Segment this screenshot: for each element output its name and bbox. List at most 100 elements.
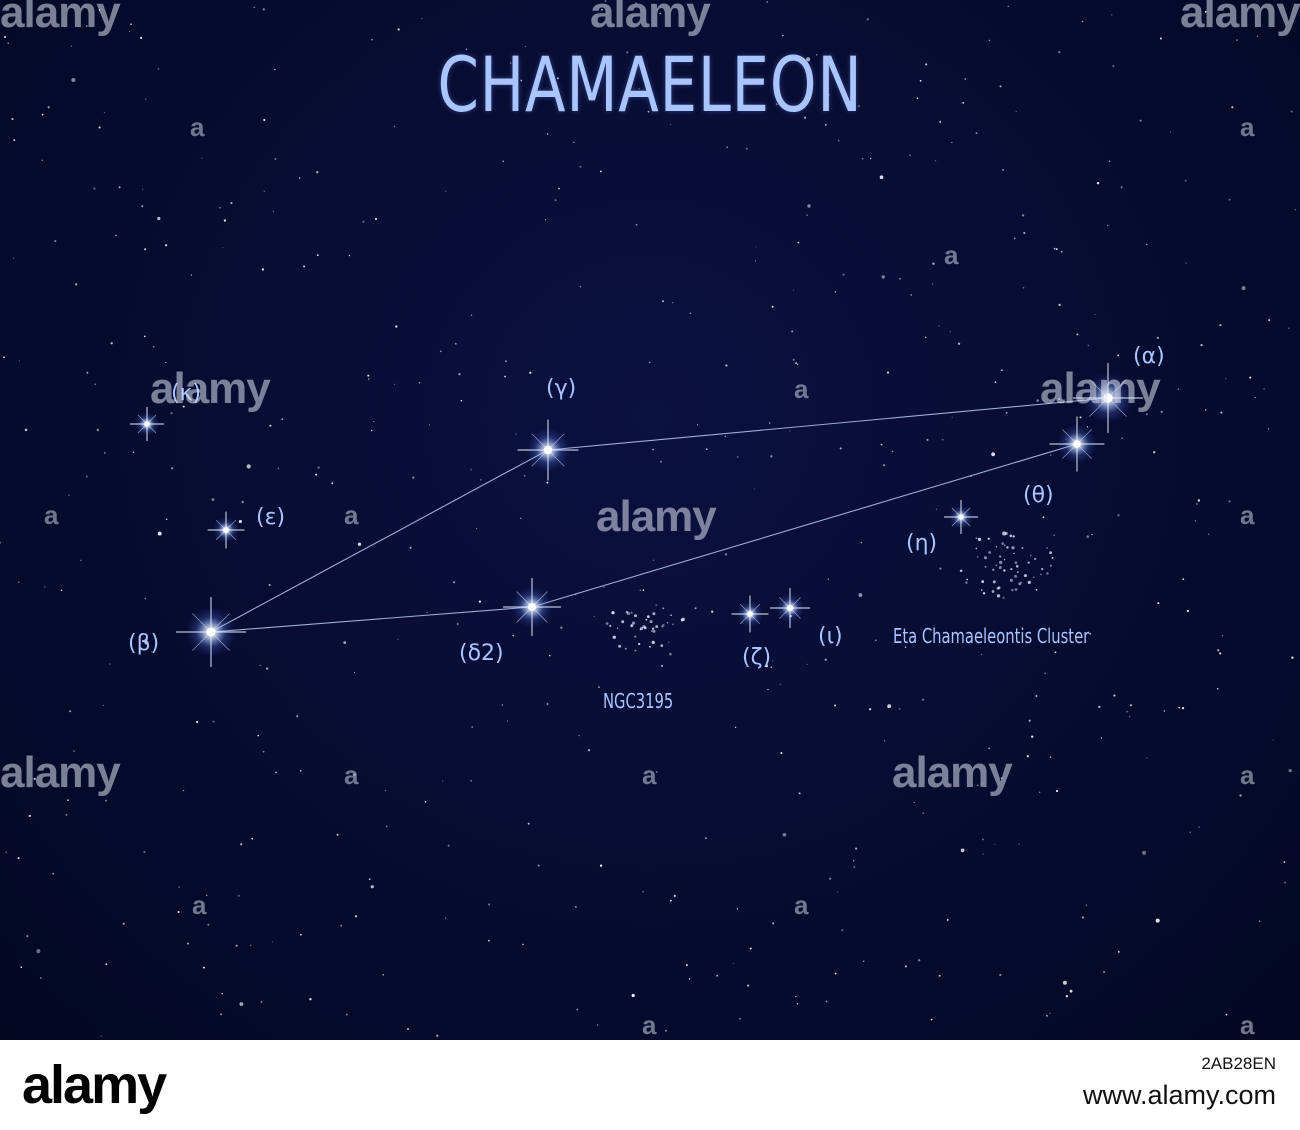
background-star <box>834 704 837 707</box>
background-star <box>934 160 937 162</box>
background-star <box>1170 131 1172 133</box>
background-star <box>1186 609 1189 613</box>
background-star <box>340 924 343 927</box>
background-star <box>456 622 459 626</box>
background-star <box>239 1002 244 1007</box>
background-star <box>631 993 635 998</box>
background-star <box>792 358 795 361</box>
background-star <box>506 720 509 722</box>
label-epsilon: (ε) <box>256 505 286 530</box>
background-star <box>745 147 748 150</box>
background-star <box>221 992 223 995</box>
background-star <box>71 77 76 83</box>
background-star <box>1049 1012 1051 1014</box>
background-star <box>93 187 96 190</box>
background-star <box>529 371 532 374</box>
background-star <box>1228 198 1231 201</box>
background-star <box>20 966 23 968</box>
background-star <box>26 934 29 938</box>
background-star <box>1000 777 1003 780</box>
background-star <box>129 30 131 32</box>
background-star <box>1108 160 1111 163</box>
background-star <box>397 28 400 31</box>
eta-cluster-star <box>976 556 979 558</box>
background-star <box>824 124 827 126</box>
background-star <box>157 531 162 536</box>
background-star <box>597 1024 599 1026</box>
background-star <box>510 62 512 64</box>
background-star <box>144 640 149 645</box>
background-star <box>353 773 356 776</box>
background-star <box>1197 499 1201 502</box>
watermark-mark: a <box>794 890 809 920</box>
background-star <box>1054 651 1057 654</box>
background-star <box>999 85 1002 88</box>
background-star <box>1129 704 1133 707</box>
eta-cluster-star <box>995 564 998 567</box>
background-star <box>222 247 224 249</box>
background-star <box>725 364 728 367</box>
star-alpha <box>1072 362 1144 434</box>
background-star <box>260 1001 263 1003</box>
background-star <box>958 342 961 345</box>
background-star <box>919 79 922 82</box>
background-star <box>274 68 276 71</box>
background-star <box>13 139 16 142</box>
background-star <box>951 416 953 418</box>
background-star <box>60 589 63 592</box>
background-star <box>593 616 595 618</box>
background-star <box>1081 916 1085 919</box>
background-star <box>842 273 845 276</box>
background-star <box>537 94 538 96</box>
background-star <box>1268 319 1271 322</box>
background-star <box>652 559 655 561</box>
eta-cluster-star <box>1013 552 1015 555</box>
eta-cluster-star <box>966 578 969 581</box>
ngc3195-cluster-star <box>634 649 637 652</box>
background-star <box>157 68 160 70</box>
background-star <box>960 848 965 853</box>
background-star <box>504 375 506 378</box>
background-star <box>141 205 144 208</box>
background-star <box>891 450 894 453</box>
background-star <box>771 305 774 308</box>
eta-cluster-star <box>984 556 987 560</box>
background-star <box>696 424 699 426</box>
background-star <box>272 941 274 943</box>
background-star <box>439 350 442 353</box>
ngc3195-cluster-star <box>666 621 669 624</box>
eta-cluster-star <box>1003 569 1006 572</box>
background-star <box>385 825 388 828</box>
background-star <box>157 216 161 221</box>
background-star <box>265 667 269 670</box>
background-star <box>797 241 800 244</box>
background-star <box>24 428 28 432</box>
background-star <box>626 51 629 54</box>
background-star <box>1291 656 1294 659</box>
watermark-mark: a <box>44 500 59 530</box>
background-star <box>501 704 503 706</box>
background-star <box>1198 826 1200 828</box>
background-star <box>251 837 254 840</box>
background-star <box>858 593 863 597</box>
background-star <box>259 664 261 667</box>
background-star <box>1053 534 1055 536</box>
background-star <box>931 283 934 285</box>
background-star <box>458 373 461 376</box>
background-star <box>269 424 272 427</box>
background-star <box>922 698 925 701</box>
eta-cluster-star <box>1010 568 1013 571</box>
background-star <box>664 1029 668 1032</box>
footer-image-id: 2AB28EN <box>1201 1054 1276 1073</box>
eta-cluster-star <box>1021 547 1024 549</box>
label-delta2: (δ2) <box>459 641 504 666</box>
eta-cluster-star <box>1009 578 1013 582</box>
background-star <box>240 843 243 846</box>
background-star <box>317 466 320 469</box>
eta-cluster-star <box>977 537 982 542</box>
background-star <box>316 254 319 257</box>
ngc3195-cluster-star <box>651 627 655 630</box>
background-star <box>1100 737 1103 739</box>
background-star <box>982 853 984 855</box>
background-star <box>988 747 990 749</box>
